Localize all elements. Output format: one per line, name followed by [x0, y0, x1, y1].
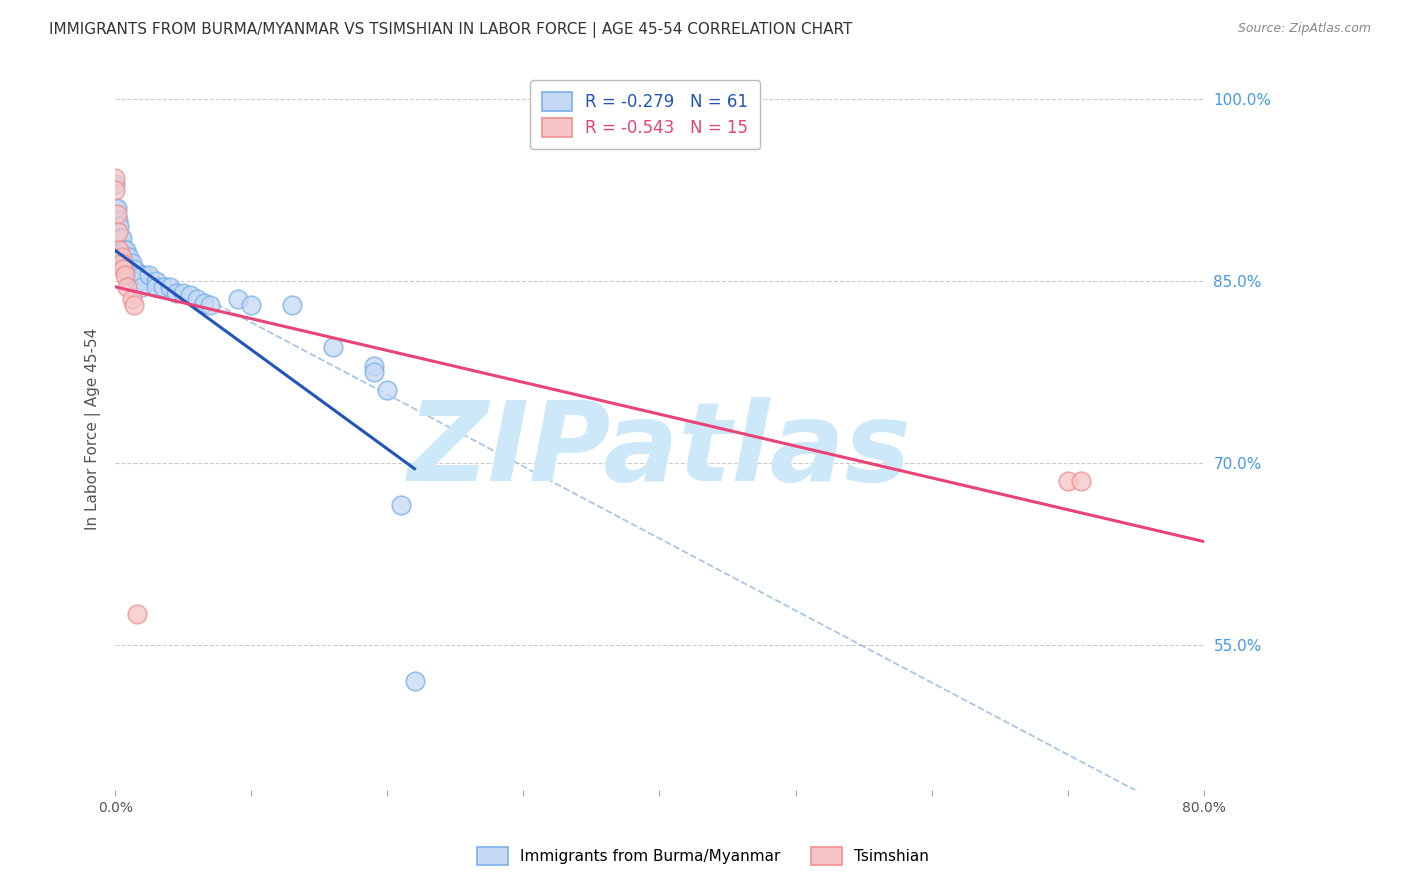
- Point: [104, 201, 127, 215]
- Point: [108, 231, 131, 245]
- Point: [112, 250, 135, 264]
- Point: [112, 261, 135, 276]
- Point: [107, 225, 129, 239]
- Point: [404, 673, 426, 688]
- Point: [122, 268, 145, 282]
- Point: [1056, 474, 1078, 488]
- Point: [281, 298, 304, 312]
- Point: [363, 359, 385, 373]
- Point: [131, 280, 153, 294]
- Point: [125, 274, 148, 288]
- Text: IMMIGRANTS FROM BURMA/MYANMAR VS TSIMSHIAN IN LABOR FORCE | AGE 45-54 CORRELATIO: IMMIGRANTS FROM BURMA/MYANMAR VS TSIMSHI…: [49, 22, 852, 38]
- Point: [115, 244, 138, 258]
- Point: [114, 268, 136, 282]
- Point: [108, 244, 131, 258]
- Point: [240, 298, 263, 312]
- Point: [111, 231, 134, 245]
- Point: [117, 250, 139, 264]
- Point: [105, 219, 128, 234]
- Point: [145, 274, 167, 288]
- Point: [107, 244, 129, 258]
- Point: [108, 255, 131, 269]
- Point: [121, 255, 143, 269]
- Point: [111, 244, 134, 258]
- Point: [105, 201, 128, 215]
- Point: [200, 298, 222, 312]
- Point: [108, 244, 131, 258]
- Point: [104, 170, 127, 185]
- Point: [226, 292, 249, 306]
- Point: [138, 268, 160, 282]
- Point: [165, 285, 187, 300]
- Legend: Immigrants from Burma/Myanmar, Tsimshian: Immigrants from Burma/Myanmar, Tsimshian: [471, 841, 935, 871]
- Text: ZIPatlas: ZIPatlas: [408, 398, 911, 505]
- Point: [105, 231, 128, 245]
- Point: [152, 280, 174, 294]
- Point: [117, 280, 139, 294]
- Point: [363, 365, 385, 379]
- Point: [104, 183, 127, 197]
- Point: [179, 288, 201, 302]
- Point: [108, 219, 131, 234]
- Point: [104, 231, 127, 245]
- Point: [111, 255, 134, 269]
- Point: [389, 498, 412, 512]
- Point: [118, 250, 141, 264]
- Point: [104, 219, 127, 234]
- Point: [122, 298, 145, 312]
- Point: [114, 250, 136, 264]
- Point: [107, 225, 129, 239]
- Point: [110, 244, 132, 258]
- Point: [159, 280, 181, 294]
- Point: [110, 231, 132, 245]
- Point: [118, 268, 141, 282]
- Point: [375, 383, 398, 397]
- Point: [186, 292, 208, 306]
- Point: [125, 268, 148, 282]
- Point: [122, 261, 145, 276]
- Point: [107, 213, 129, 227]
- Text: Source: ZipAtlas.com: Source: ZipAtlas.com: [1237, 22, 1371, 36]
- Point: [105, 244, 128, 258]
- Point: [107, 237, 129, 252]
- Legend: R = -0.279   N = 61, R = -0.543   N = 15: R = -0.279 N = 61, R = -0.543 N = 15: [530, 80, 761, 149]
- Point: [125, 607, 148, 622]
- Point: [322, 341, 344, 355]
- Point: [110, 255, 132, 269]
- Point: [111, 250, 134, 264]
- Point: [114, 261, 136, 276]
- Point: [112, 244, 135, 258]
- Point: [121, 292, 143, 306]
- Point: [1070, 474, 1092, 488]
- Point: [114, 244, 136, 258]
- Point: [131, 268, 153, 282]
- Point: [128, 274, 150, 288]
- Point: [172, 285, 194, 300]
- Point: [105, 207, 128, 221]
- Point: [111, 255, 134, 269]
- Y-axis label: In Labor Force | Age 45-54: In Labor Force | Age 45-54: [86, 328, 101, 531]
- Point: [117, 261, 139, 276]
- Point: [145, 280, 167, 294]
- Point: [193, 295, 215, 310]
- Point: [104, 177, 127, 191]
